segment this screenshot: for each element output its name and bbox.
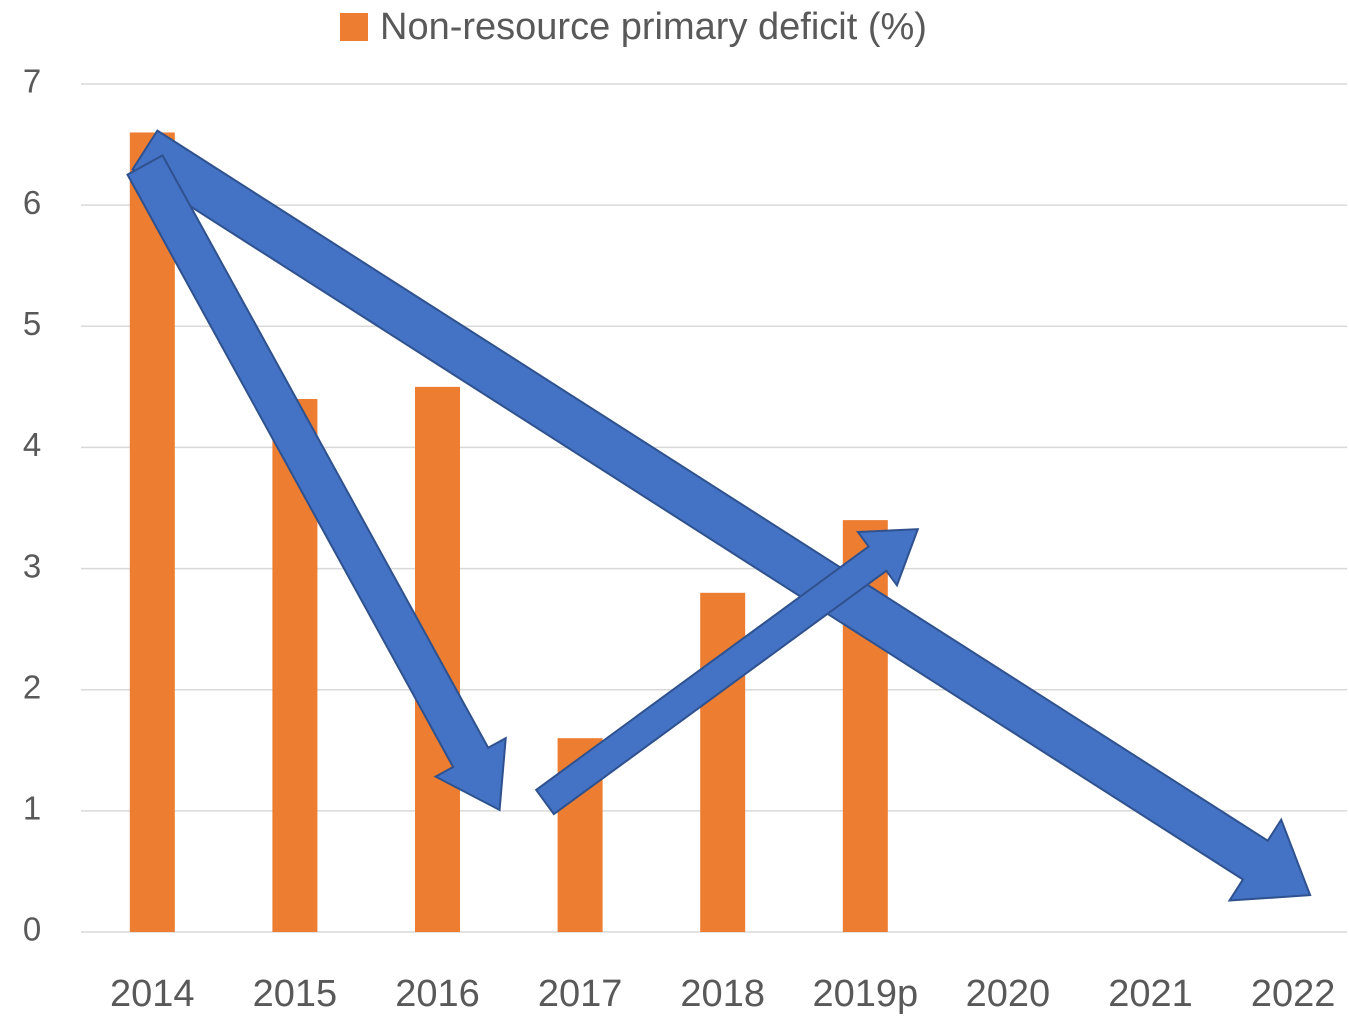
x-tick-label: 2022 [1251,973,1336,1015]
y-tick-label: 2 [23,668,41,705]
y-tick-label: 4 [23,426,41,463]
arrow [131,129,1312,902]
legend-swatch [340,13,368,41]
y-tick-label: 0 [23,911,41,948]
y-tick-label: 5 [23,305,41,342]
x-tick-label: 2016 [395,973,480,1015]
x-tick-label: 2021 [1108,973,1193,1015]
legend: Non-resource primary deficit (%) [340,6,927,48]
x-tick-label: 2018 [680,973,765,1015]
x-tick-label: 2019p [812,973,918,1015]
x-tick-label: 2020 [966,973,1051,1015]
y-tick-label: 1 [23,790,41,827]
y-tick-label: 6 [23,184,41,221]
bars [129,132,888,932]
y-tick-label: 3 [23,547,41,584]
legend-label: Non-resource primary deficit (%) [380,6,927,48]
x-tick-label: 2014 [110,973,195,1015]
x-tick-label: 2017 [538,973,623,1015]
y-tick-label: 7 [23,63,41,100]
trend-arrows [126,129,1312,902]
arrow [126,154,507,812]
x-tick-label: 2015 [253,973,338,1015]
bar [129,132,175,932]
arrow [534,528,920,816]
